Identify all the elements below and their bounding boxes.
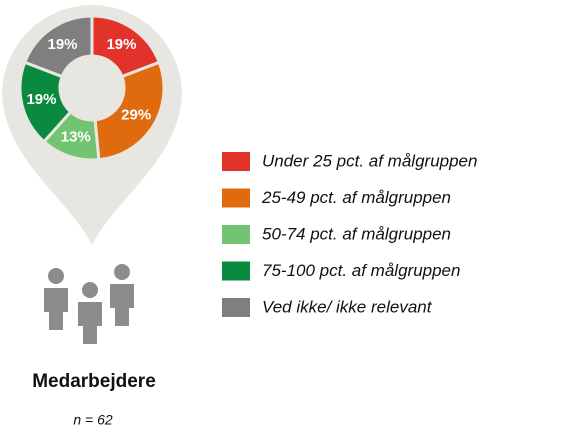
- legend-label: Under 25 pct. af målgruppen: [262, 151, 477, 170]
- data-label: 19%: [26, 91, 56, 108]
- data-label: 19%: [106, 36, 136, 53]
- legend-swatch: [222, 188, 250, 208]
- data-label: 13%: [61, 128, 91, 145]
- chart-title: Medarbejdere: [32, 371, 156, 392]
- legend-label: Ved ikke/ ikke relevant: [262, 297, 433, 316]
- donut-segment: [22, 14, 94, 79]
- chart-subtitle: n = 62: [73, 412, 113, 427]
- donut-segment: [93, 60, 166, 162]
- legend-swatch: [222, 225, 250, 244]
- legend-label: 25-49 pct. af målgruppen: [261, 188, 451, 207]
- legend-label: 75-100 pct. af målgruppen: [262, 261, 460, 280]
- legend-swatch: [222, 152, 250, 171]
- people-icon: [44, 264, 134, 344]
- legend-swatch: [222, 298, 250, 317]
- data-label: 29%: [121, 106, 151, 123]
- data-label: 19%: [47, 36, 77, 53]
- legend-label: 50-74 pct. af målgruppen: [262, 224, 451, 243]
- legend-swatch: [222, 261, 250, 281]
